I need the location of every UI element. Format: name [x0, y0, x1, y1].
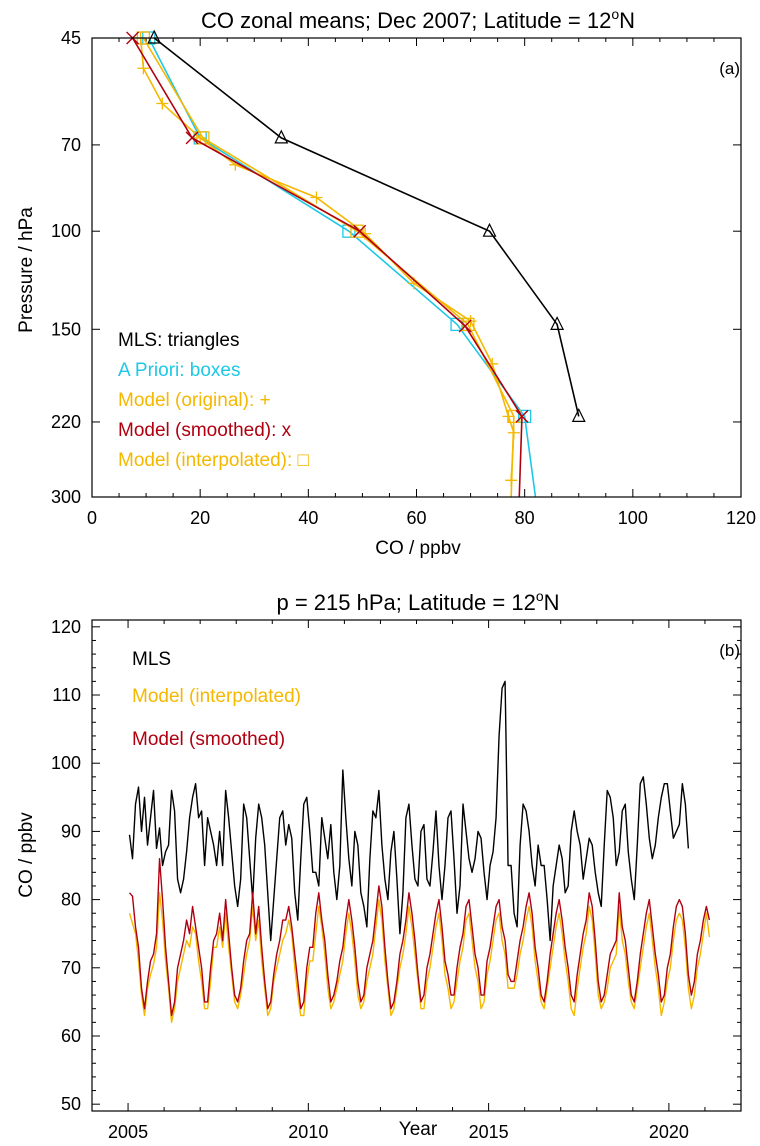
b-ytick-label: 110 [52, 685, 81, 705]
box-marker [518, 409, 532, 424]
triangle-marker [550, 316, 565, 331]
x-marker [458, 319, 472, 333]
a-series-line [153, 37, 580, 417]
panel-b-title-degree: o [536, 588, 544, 604]
triangle-marker [147, 29, 162, 44]
x-marker [515, 409, 529, 423]
a-series-0 [147, 29, 586, 422]
b-ytick-label: 50 [61, 1094, 81, 1114]
b-xtick-label: 2020 [649, 1122, 689, 1141]
panel-b-series [128, 680, 711, 1024]
panel-b-ylabel: CO / ppbv [16, 812, 37, 898]
a-xtick-label: 40 [298, 508, 318, 528]
b-ytick-label: 60 [61, 1026, 81, 1046]
panel-b-frame [91, 619, 742, 1112]
legend-b-mls: MLS [132, 649, 171, 670]
panel-b: p = 215 hPa; Latitude = 12oN (b) Year CO… [16, 588, 742, 1142]
panel-a: CO zonal means; Dec 2007; Latitude = 12o… [16, 6, 756, 559]
panel-b-title: p = 215 hPa; Latitude = 12oN [276, 588, 559, 615]
panel-a-title: CO zonal means; Dec 2007; Latitude = 12o… [201, 6, 635, 33]
panel-b-axis-ticks: 2005 2010 2015 2020 50 60 70 80 90 100 110 120 [51, 617, 741, 1142]
box-marker [507, 409, 521, 424]
panel-a-title-degree: o [611, 6, 619, 22]
x-marker [353, 224, 367, 238]
legend-model-original: Model (original): + [118, 390, 271, 411]
panel-a-series [126, 29, 586, 498]
x-marker [185, 131, 199, 145]
panel-a-axis-ticks: 0 20 40 60 80 100 120 45 70 100 150 220 300 [51, 28, 756, 528]
panel-b-label: (b) [719, 641, 740, 660]
a-xtick-label: 80 [515, 508, 535, 528]
b-ytick-label: 90 [61, 821, 81, 841]
a-series-line [131, 37, 523, 498]
legend-model-interpolated: Model (interpolated): □ [118, 450, 310, 471]
b-ytick-label: 100 [51, 753, 81, 773]
legend-model-smoothed: Model (smoothed): x [118, 420, 292, 441]
triangle-marker [274, 129, 289, 144]
b-ytick-label: 120 [51, 617, 81, 637]
panel-b-legend: MLS Model (interpolated) Model (smoothed… [132, 649, 301, 750]
a-ytick-label: 70 [61, 135, 81, 155]
b-ytick-label: 80 [61, 890, 81, 910]
plus-marker [137, 62, 150, 75]
a-ytick-label: 220 [51, 412, 81, 432]
b-xtick-label: 2005 [108, 1122, 148, 1141]
plus-marker [156, 97, 169, 110]
panel-b-title-suffix: N [544, 590, 560, 615]
b-series-line-1 [128, 892, 711, 1024]
triangle-marker [571, 408, 586, 422]
triangle-marker [482, 222, 497, 237]
panel-a-title-suffix: N [619, 8, 635, 33]
b-ytick-label: 70 [61, 958, 81, 978]
b-series-line-2 [128, 857, 711, 1017]
legend-apriori: A Priori: boxes [118, 360, 241, 381]
a-xtick-label: 100 [618, 508, 648, 528]
panel-a-frame [91, 37, 742, 498]
a-ytick-label: 300 [51, 487, 81, 507]
plus-marker [310, 191, 323, 204]
a-xtick-label: 120 [726, 508, 756, 528]
legend-mls: MLS: triangles [118, 330, 239, 351]
a-xtick-label: 20 [190, 508, 210, 528]
panel-a-label: (a) [719, 59, 740, 78]
legend-b-model-interpolated: Model (interpolated) [132, 686, 301, 707]
a-xtick-label: 60 [406, 508, 426, 528]
box-marker [350, 224, 364, 238]
a-ytick-label: 45 [61, 28, 81, 48]
a-series-3 [126, 31, 529, 498]
a-xtick-label: 0 [87, 508, 97, 528]
panel-a-ylabel: Pressure / hPa [16, 207, 37, 333]
a-ytick-label: 150 [51, 319, 81, 339]
legend-b-model-smoothed: Model (smoothed) [132, 729, 285, 750]
b-xtick-label: 2015 [469, 1122, 509, 1141]
panel-a-xlabel: CO / ppbv [375, 538, 461, 559]
panel-a-legend: MLS: triangles A Priori: boxes Model (or… [118, 330, 310, 471]
panel-b-xlabel: Year [399, 1119, 438, 1140]
b-xtick-label: 2010 [288, 1122, 328, 1141]
a-series-line [148, 37, 537, 498]
b-series-line-0 [128, 680, 690, 942]
a-ytick-label: 100 [51, 221, 81, 241]
